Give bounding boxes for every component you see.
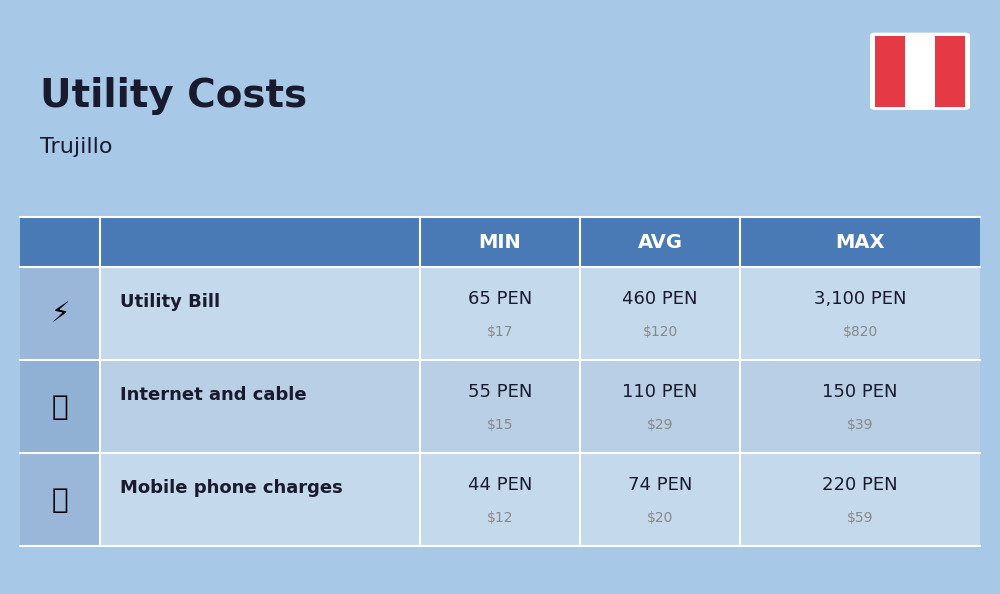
Text: $39: $39 [847, 418, 873, 432]
Text: 460 PEN: 460 PEN [622, 290, 698, 308]
Text: $120: $120 [642, 325, 678, 339]
FancyBboxPatch shape [20, 267, 980, 361]
Text: $820: $820 [842, 325, 878, 339]
FancyBboxPatch shape [870, 33, 970, 110]
FancyBboxPatch shape [875, 36, 905, 107]
Text: 3,100 PEN: 3,100 PEN [814, 290, 906, 308]
Text: Utility Costs: Utility Costs [40, 77, 307, 115]
Text: 📡: 📡 [52, 393, 68, 421]
FancyBboxPatch shape [20, 361, 980, 453]
FancyBboxPatch shape [935, 36, 965, 107]
FancyBboxPatch shape [20, 453, 980, 546]
Text: 150 PEN: 150 PEN [822, 383, 898, 401]
Text: Utility Bill: Utility Bill [120, 293, 220, 311]
Text: 65 PEN: 65 PEN [468, 290, 532, 308]
Text: MAX: MAX [835, 233, 885, 251]
Text: $20: $20 [647, 511, 673, 525]
Text: 📱: 📱 [52, 486, 68, 514]
FancyBboxPatch shape [20, 217, 980, 267]
Text: 110 PEN: 110 PEN [622, 383, 698, 401]
Text: $15: $15 [487, 418, 513, 432]
Text: $29: $29 [647, 418, 673, 432]
FancyBboxPatch shape [20, 453, 100, 546]
Text: 220 PEN: 220 PEN [822, 476, 898, 494]
Text: $12: $12 [487, 511, 513, 525]
Text: MIN: MIN [479, 233, 521, 251]
Text: 44 PEN: 44 PEN [468, 476, 532, 494]
Text: $17: $17 [487, 325, 513, 339]
FancyBboxPatch shape [20, 267, 100, 361]
Text: Trujillo: Trujillo [40, 137, 112, 157]
Text: Mobile phone charges: Mobile phone charges [120, 479, 343, 497]
FancyBboxPatch shape [20, 361, 100, 453]
Text: Internet and cable: Internet and cable [120, 386, 307, 404]
Text: ⚡: ⚡ [50, 300, 70, 328]
Text: $59: $59 [847, 511, 873, 525]
Text: AVG: AVG [638, 233, 682, 251]
Text: 74 PEN: 74 PEN [628, 476, 692, 494]
Text: 55 PEN: 55 PEN [468, 383, 532, 401]
